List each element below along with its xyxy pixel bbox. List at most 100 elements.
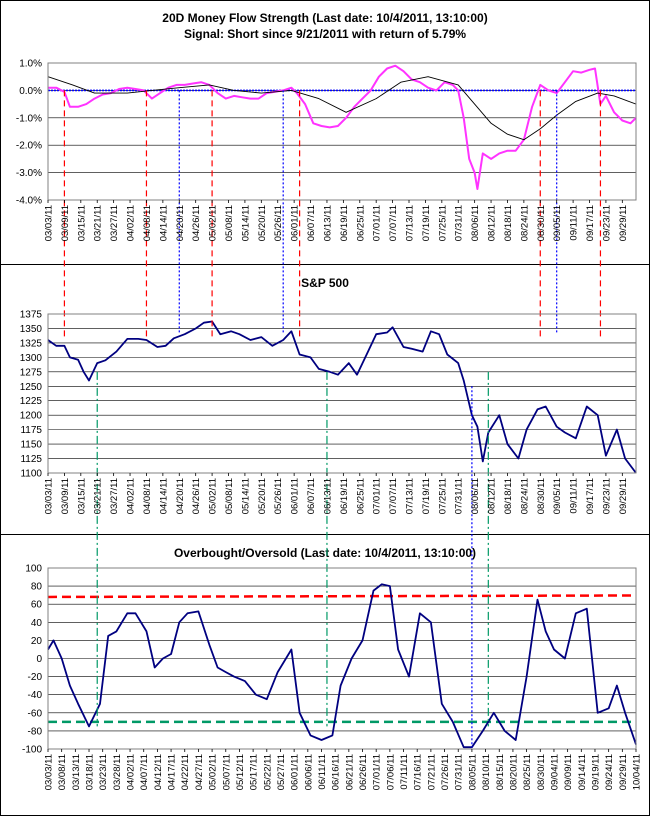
money-flow-subtitle: Signal: Short since 9/21/2011 with retur… xyxy=(184,27,466,41)
overbought-oversold-xtick-label: 03/03/11 xyxy=(44,754,55,790)
sp500-xtick-label: 09/05/11 xyxy=(552,478,563,514)
overbought-oversold-xtick-label: 08/25/11 xyxy=(522,754,533,790)
overbought-oversold-xtick-label: 05/27/11 xyxy=(276,754,287,790)
sp500-price-line xyxy=(47,320,637,474)
sp500-ytick-label: 1300 xyxy=(20,353,43,364)
money-flow-ytick-label: 0.0% xyxy=(19,86,42,97)
sp500-xtick-label: 07/13/11 xyxy=(405,478,416,514)
sp500-xtick-label: 09/23/11 xyxy=(601,478,612,514)
overbought-oversold-xtick-label: 03/13/11 xyxy=(71,754,82,790)
sp500-xtick-label: 06/01/11 xyxy=(290,478,301,514)
money-flow-xtick-label: 07/01/11 xyxy=(372,205,383,241)
money-flow-xtick-label: 05/02/11 xyxy=(208,205,219,241)
money-flow-xtick-label: 09/11/11 xyxy=(569,205,580,241)
overbought-oversold-xtick-label: 09/19/11 xyxy=(590,754,601,790)
sp500-ytick-label: 1325 xyxy=(20,338,43,349)
money-flow-xtick-label: 04/08/11 xyxy=(142,205,153,241)
money-flow-ytick-label: -2.0% xyxy=(16,141,42,152)
overbought-oversold-xtick-label: 04/02/11 xyxy=(126,754,137,790)
overbought-oversold-xtick-label: 06/26/11 xyxy=(358,754,369,790)
money-flow-xtick-label: 07/07/11 xyxy=(388,205,399,241)
sp500-xtick-label: 09/11/11 xyxy=(569,478,580,514)
sp500-xtick-label: 09/17/11 xyxy=(585,478,596,514)
overbought-oversold-ytick-label: 40 xyxy=(31,618,43,629)
sp500-xtick-label: 07/25/11 xyxy=(437,478,448,514)
sp500-ytick-label: 1125 xyxy=(20,454,42,465)
sp500-xtick-label: 03/21/11 xyxy=(93,478,104,514)
overbought-oversold-xtick-label: 06/21/11 xyxy=(344,754,355,790)
money-flow-title: 20D Money Flow Strength (Last date: 10/4… xyxy=(162,11,487,25)
money-flow-xtick-label: 05/20/11 xyxy=(257,205,268,241)
money-flow-xtick-label: 06/07/11 xyxy=(306,205,317,241)
sp500-ytick-label: 1175 xyxy=(20,425,42,436)
overbought-oversold-ytick-label: 100 xyxy=(25,564,42,575)
overbought-oversold-xtick-label: 05/07/11 xyxy=(221,754,232,790)
sp500-xtick-label: 04/20/11 xyxy=(175,478,186,514)
overbought-oversold-xtick-label: 09/14/11 xyxy=(577,754,588,790)
sp500-ytick-label: 1275 xyxy=(20,367,43,378)
sp500-xtick-label: 05/26/11 xyxy=(273,478,284,514)
money-flow-xtick-label: 05/14/11 xyxy=(240,205,251,241)
sp500-xtick-label: 03/03/11 xyxy=(44,478,55,514)
signal-markers xyxy=(63,90,602,748)
overbought-oversold-xtick-label: 06/06/11 xyxy=(303,754,314,790)
sp500-ytick-label: 1250 xyxy=(20,382,43,393)
overbought-oversold-xtick-label: 03/28/11 xyxy=(112,754,123,790)
sp500-xtick-label: 06/25/11 xyxy=(355,478,366,514)
overbought-oversold-xtick-label: 08/15/11 xyxy=(495,754,506,790)
money-flow-panel-frame xyxy=(0,0,650,265)
sp500-xtick-label: 07/19/11 xyxy=(421,478,432,514)
overbought-oversold-ytick-label: -60 xyxy=(28,708,43,719)
money-flow-xtick-label: 06/13/11 xyxy=(322,205,333,241)
sp500-xtick-label: 04/14/11 xyxy=(158,478,169,514)
overbought-oversold-ytick-label: 60 xyxy=(31,600,43,611)
sp500-ytick-label: 1225 xyxy=(20,396,43,407)
money-flow-xtick-label: 06/19/11 xyxy=(339,205,350,241)
sp500-xtick-label: 08/30/11 xyxy=(536,478,547,514)
sp500-title: S&P 500 xyxy=(301,276,349,290)
money-flow-xtick-label: 03/09/11 xyxy=(60,205,71,241)
overbought-oversold-xtick-label: 09/24/11 xyxy=(604,754,615,790)
overbought-oversold-xtick-label: 04/27/11 xyxy=(194,754,205,790)
sp500-xtick-label: 09/29/11 xyxy=(618,478,629,514)
overbought-oversold-xtick-label: 04/12/11 xyxy=(153,754,164,790)
sp500-xtick-label: 03/15/11 xyxy=(76,478,87,514)
money-flow-xtick-label: 04/14/11 xyxy=(158,205,169,241)
axes: 1.0%0.0%-1.0%-2.0%-3.0%-4.0%03/03/11 03/0… xyxy=(16,59,643,791)
money-flow-ytick-label: -1.0% xyxy=(16,113,42,124)
money-flow-ytick-label: -3.0% xyxy=(16,168,42,179)
sp500-xtick-label: 05/08/11 xyxy=(224,478,235,514)
money-flow-ytick-label: -4.0% xyxy=(16,196,42,207)
overbought-oversold-ytick-label: 80 xyxy=(31,582,43,593)
money-flow-xtick-label: 06/25/11 xyxy=(355,205,366,241)
money-flow-xtick-label: 05/08/11 xyxy=(224,205,235,241)
money-flow-xtick-label: 03/03/11 xyxy=(44,205,55,241)
overbought-oversold-xtick-label: 03/18/11 xyxy=(85,754,96,790)
overbought-oversold-xtick-label: 06/11/11 xyxy=(317,754,328,790)
sp500-ytick-label: 1350 xyxy=(20,324,43,335)
money-flow-xtick-label: 09/23/11 xyxy=(601,205,612,241)
overbought-oversold-xtick-label: 06/01/11 xyxy=(290,754,301,790)
overbought-oversold-xtick-label: 04/17/11 xyxy=(167,754,178,790)
sp500-xtick-label: 08/12/11 xyxy=(487,478,498,514)
overbought-oversold-xtick-label: 07/16/11 xyxy=(413,754,424,790)
money-flow-xtick-label: 03/15/11 xyxy=(76,205,87,241)
overbought-oversold-xtick-label: 08/05/11 xyxy=(467,754,478,790)
overbought-oversold-xtick-label: 07/26/11 xyxy=(440,754,451,790)
money-flow-xtick-label: 06/01/11 xyxy=(290,205,301,241)
series-lines xyxy=(47,64,637,749)
overbought-oversold-xtick-label: 04/22/11 xyxy=(180,754,191,790)
money-flow-ytick-label: 1.0% xyxy=(19,59,42,70)
sp500-panel-frame xyxy=(0,264,650,535)
money-flow-xtick-label: 07/25/11 xyxy=(437,205,448,241)
sp500-xtick-label: 04/02/11 xyxy=(126,478,137,514)
money-flow-xtick-label: 09/05/11 xyxy=(552,205,563,241)
sp500-xtick-label: 07/01/11 xyxy=(372,478,383,514)
overbought-oversold-xtick-label: 06/16/11 xyxy=(331,754,342,790)
money-flow-xtick-label: 08/12/11 xyxy=(487,205,498,241)
overbought-oversold-xtick-label: 07/11/11 xyxy=(399,754,410,790)
overbought-oversold-xtick-label: 07/01/11 xyxy=(372,754,383,790)
overbought-oversold-plot-area xyxy=(47,567,637,750)
money-flow-xtick-label: 03/27/11 xyxy=(109,205,120,241)
